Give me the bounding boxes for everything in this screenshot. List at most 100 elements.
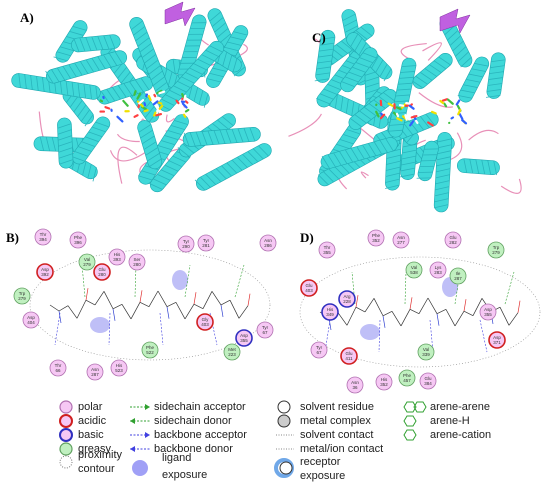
panel-label: C) — [312, 30, 326, 45]
helix-turn — [181, 76, 195, 84]
residue-circle — [488, 331, 506, 349]
residue-name: Glu — [424, 376, 432, 381]
helix-turn — [68, 64, 77, 78]
helix-turn — [231, 128, 238, 143]
helix-turn — [340, 40, 353, 51]
helix-turn — [219, 33, 231, 44]
h-bond — [81, 264, 86, 298]
residue-name: Trp — [493, 245, 500, 250]
helix-turn — [167, 71, 173, 87]
ligand-bond — [398, 104, 405, 107]
helix-turn — [77, 82, 81, 98]
residue-name: Tyr — [183, 239, 190, 244]
helix-turn — [397, 82, 413, 85]
residue-name: Glu — [98, 267, 106, 272]
helix-turn — [317, 174, 329, 186]
helix-turn — [188, 84, 193, 99]
ligand-bond — [430, 110, 437, 115]
helix-turn — [85, 37, 92, 51]
helix-turn — [474, 62, 489, 67]
ligand-bond — [112, 303, 123, 310]
helix-turn — [345, 98, 349, 114]
helix-turn — [133, 26, 146, 36]
residue-number: 282 — [449, 240, 457, 245]
helix-turn — [177, 80, 191, 89]
helix-turn — [385, 166, 401, 171]
residue-name: Val — [423, 347, 429, 352]
ligand-bond — [152, 100, 159, 106]
helix-turn — [457, 95, 473, 99]
helix-turn — [258, 145, 269, 157]
ligand-bond — [211, 291, 222, 306]
ligand-bond — [458, 113, 464, 120]
loop — [500, 178, 522, 194]
helix-turn — [452, 40, 464, 52]
helix-turn — [436, 150, 452, 155]
helix-turn — [173, 85, 187, 93]
helix-turn — [71, 81, 75, 97]
ligand-bond — [139, 290, 143, 303]
helix-turn — [82, 161, 87, 176]
residue-number: 394 — [39, 237, 47, 242]
residue-name: Tyr — [316, 345, 323, 350]
helix-body — [46, 50, 128, 84]
helix-turn — [327, 83, 342, 91]
residue-name: Phe — [372, 233, 381, 238]
helix-turn — [221, 165, 232, 177]
helix-turn — [373, 99, 386, 109]
helix — [149, 146, 192, 193]
residue-circle — [108, 248, 126, 266]
helix-turn — [344, 76, 359, 83]
helix-turn — [161, 98, 175, 106]
residue-name: Val — [411, 265, 417, 270]
helix-turn — [371, 55, 380, 69]
legend-label: sidechain acceptor — [154, 401, 246, 413]
legend-arrowhead — [130, 418, 135, 424]
residue-circle — [34, 228, 52, 246]
helix-turn — [460, 89, 475, 94]
diagram-d: Thr355Phe352Asn277Glu282Trp279Val538Lys2… — [299, 229, 541, 394]
ligand-bond — [139, 301, 150, 307]
helix-turn — [487, 160, 492, 175]
helix-turn — [359, 110, 372, 120]
ligand-bond — [517, 300, 521, 313]
helix-turn — [24, 74, 27, 89]
helix-turn — [91, 36, 98, 51]
helix-turn — [475, 159, 480, 174]
helix-turn — [114, 51, 123, 65]
helix-turn — [209, 72, 224, 78]
helix-turn — [123, 83, 133, 96]
ligand-bond — [463, 310, 474, 317]
legend-swatch — [59, 428, 73, 442]
helix-turn — [421, 160, 436, 162]
ligand-bond — [76, 299, 87, 319]
loop — [449, 132, 463, 161]
helix-turn — [186, 39, 202, 41]
residue-name: Asp — [41, 267, 49, 272]
helix-turn — [418, 171, 433, 173]
ligand-bond — [445, 309, 456, 327]
helix-turn — [219, 129, 226, 144]
helix-turn — [379, 139, 388, 153]
helix-turn — [191, 22, 207, 24]
proximity-contour — [299, 256, 541, 368]
helix-turn — [230, 36, 245, 41]
ligand-bond — [133, 114, 139, 118]
helix-turn — [103, 35, 110, 50]
legend-label: greasy — [78, 443, 112, 455]
ligand-bond — [410, 114, 418, 119]
helix-turn — [438, 56, 451, 66]
helix-turn — [45, 70, 54, 84]
helix-turn — [213, 130, 220, 145]
helix-turn — [323, 171, 334, 183]
helix-turn — [30, 75, 33, 90]
helix-turn — [481, 159, 486, 175]
residue-number: 355 — [484, 312, 492, 317]
helix-turn — [315, 72, 331, 76]
residue-name: Asp — [484, 307, 492, 312]
